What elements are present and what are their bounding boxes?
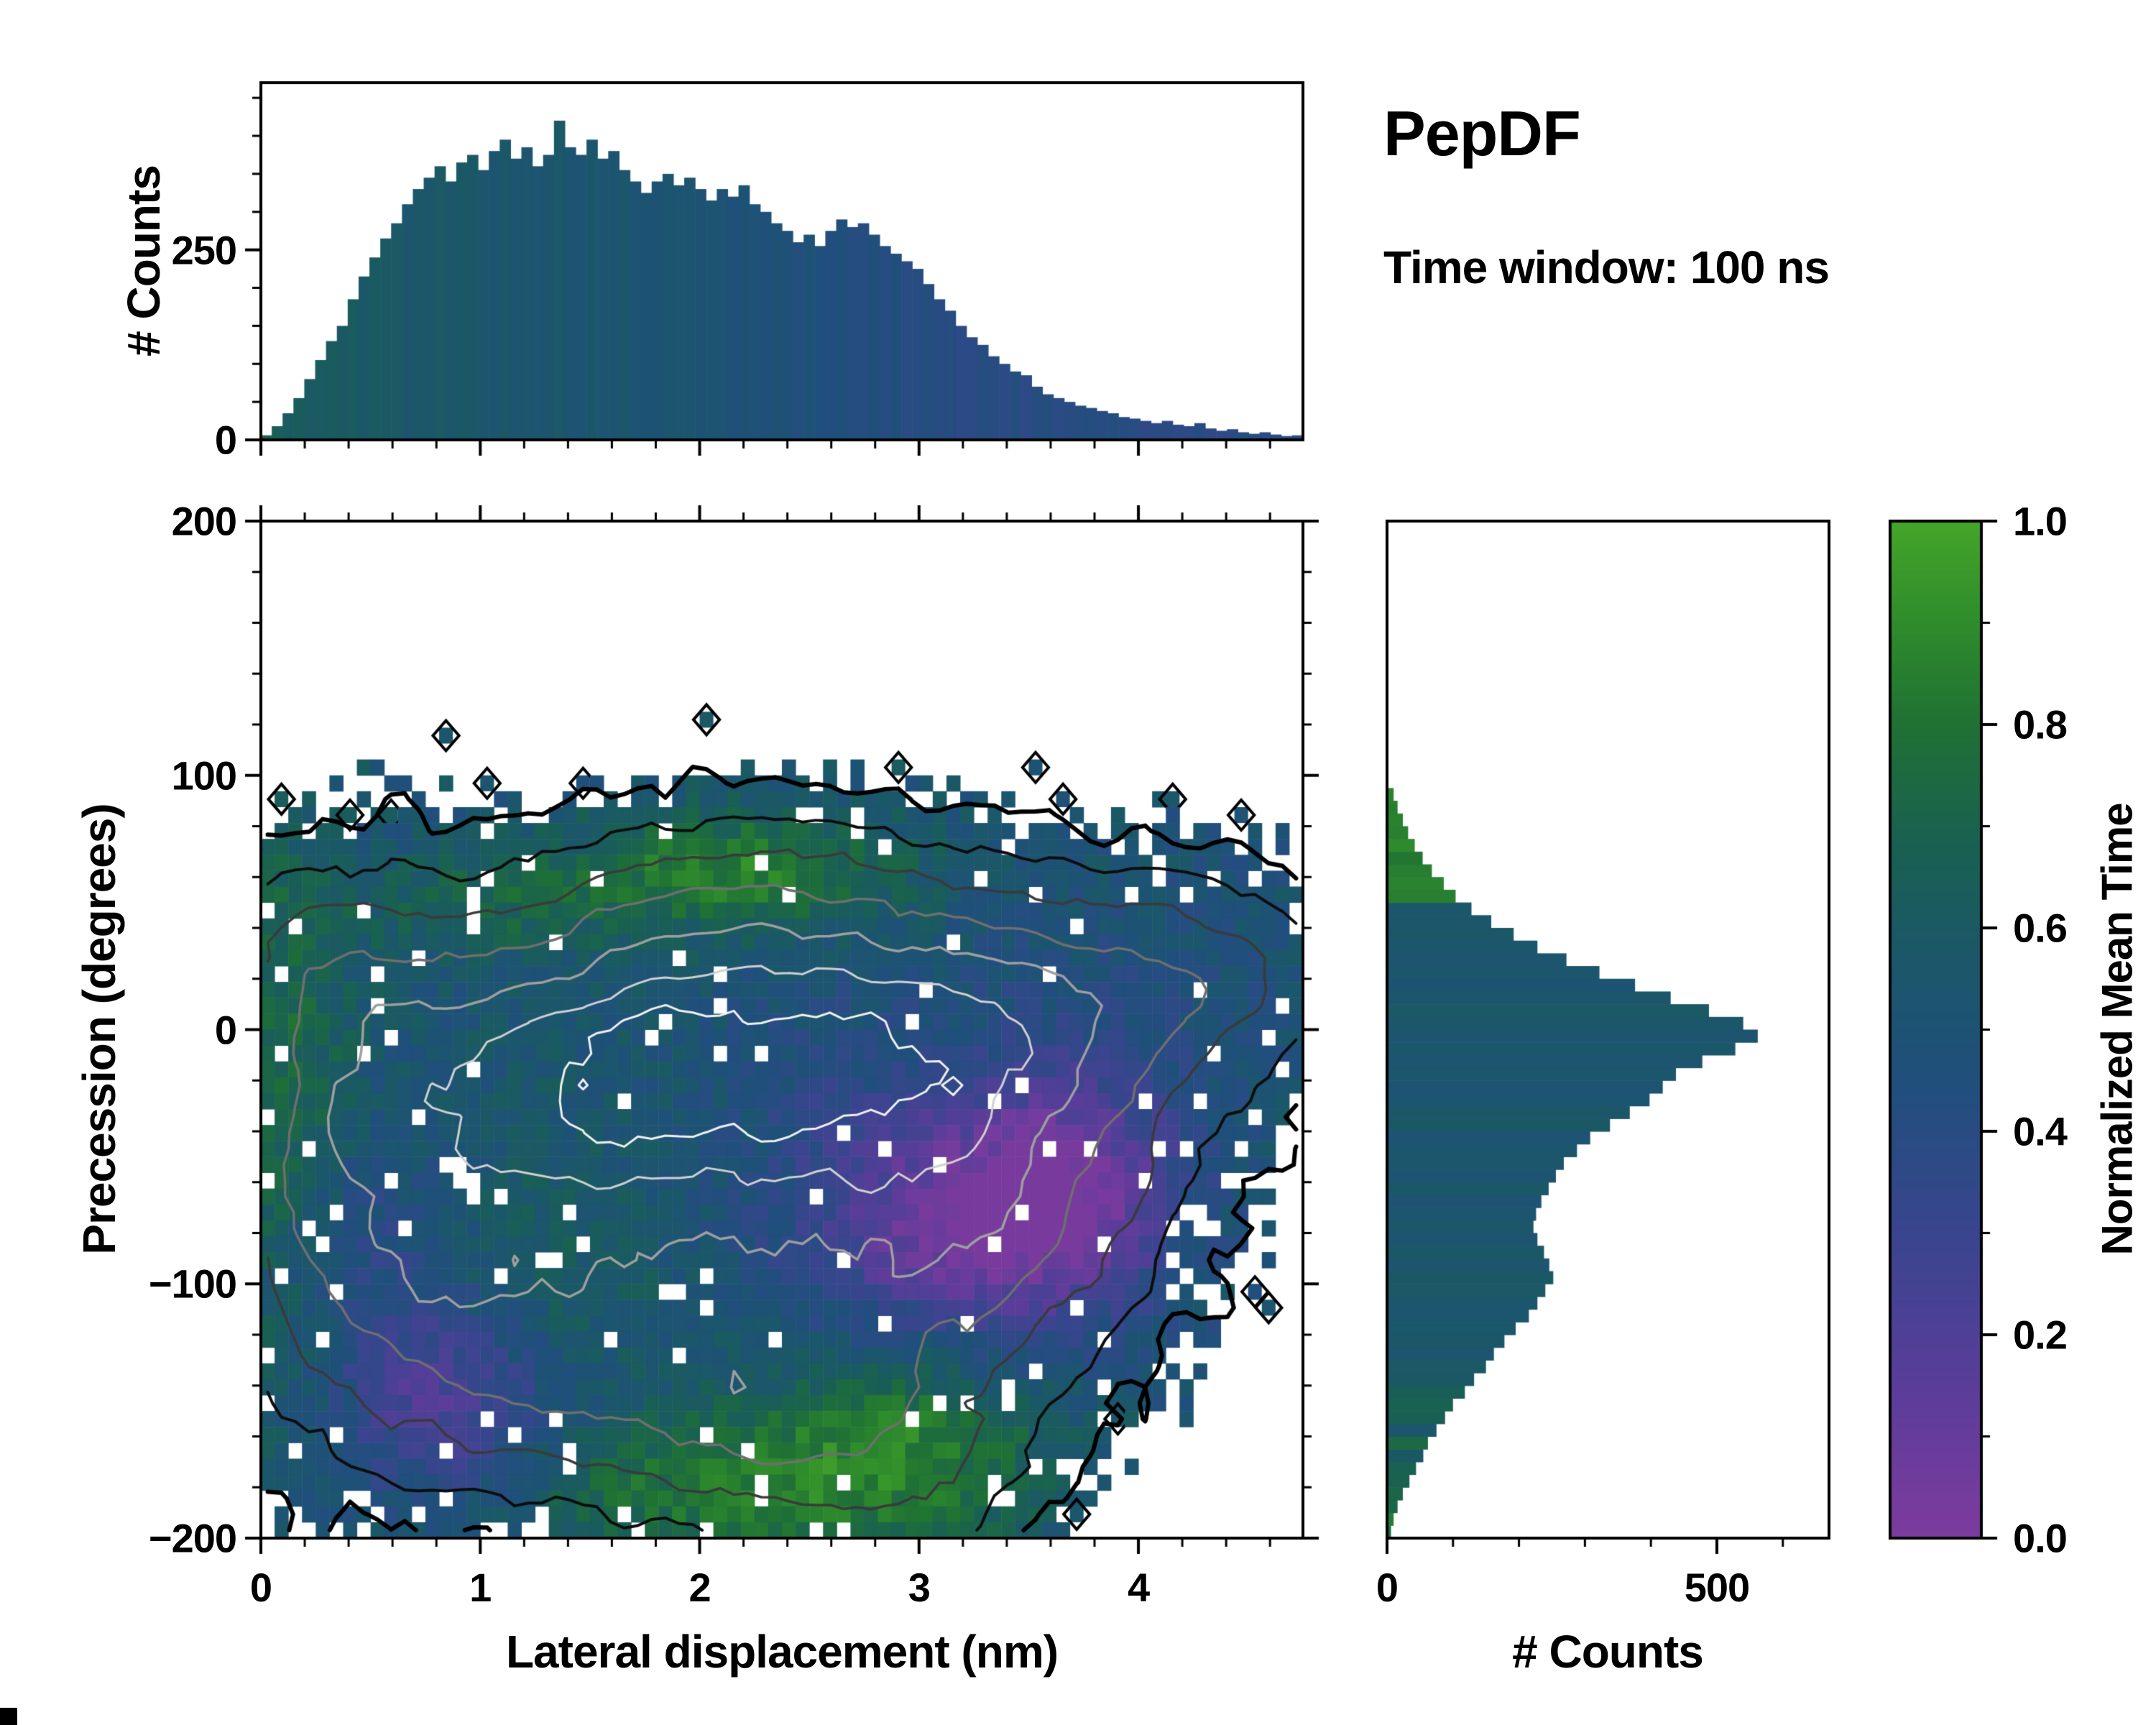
- main-y-tick-label: −200: [148, 1515, 237, 1561]
- colorbar-tick-label: 0.8: [2013, 702, 2068, 748]
- colorbar-tick-label: 0.0: [2013, 1515, 2068, 1561]
- right-hist-x-tick-label: 0: [1376, 1565, 1399, 1610]
- right-hist-x-tick-label: 500: [1684, 1565, 1750, 1610]
- plot-title: PepDF: [1383, 98, 1581, 169]
- top-hist-ylabel: # Counts: [118, 165, 170, 356]
- colorbar-tick-label: 0.2: [2013, 1312, 2068, 1358]
- colorbar-label: Normalized Mean Time: [2093, 803, 2142, 1256]
- colorbar-tick-label: 1.0: [2013, 498, 2068, 544]
- top-hist-y-tick-label: 250: [171, 227, 237, 273]
- right-hist-xlabel: # Counts: [1512, 1626, 1704, 1678]
- main-x-tick-label: 3: [908, 1565, 931, 1610]
- main-y-tick-label: 100: [171, 753, 237, 799]
- main-x-tick-label: 0: [249, 1565, 272, 1610]
- colorbar-tick-label: 0.4: [2013, 1108, 2068, 1154]
- top-hist-y-tick-label: 0: [214, 417, 237, 463]
- main-x-tick-label: 4: [1127, 1565, 1150, 1610]
- main-y-tick-label: 200: [171, 498, 237, 544]
- main-y-tick-label: 0: [214, 1007, 237, 1052]
- main-xlabel: Lateral displacement (nm): [505, 1626, 1059, 1678]
- main-y-tick-label: −100: [148, 1261, 237, 1307]
- main-ylabel: Precession (degrees): [73, 804, 125, 1255]
- colorbar-tick-label: 0.6: [2013, 905, 2068, 951]
- crop-artifact-mark: [0, 1708, 17, 1725]
- plot-subtitle: Time window: 100 ns: [1383, 242, 1830, 293]
- main-x-tick-label: 2: [688, 1565, 711, 1610]
- main-x-tick-label: 1: [469, 1565, 492, 1610]
